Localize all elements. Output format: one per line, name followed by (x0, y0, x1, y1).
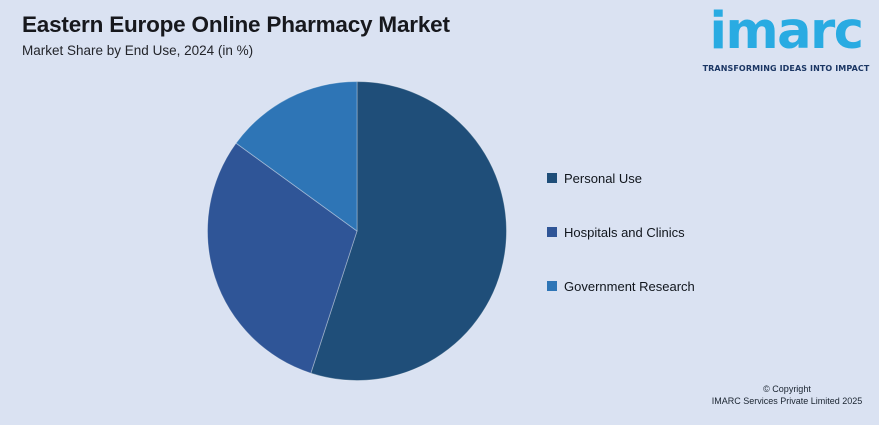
pie-chart (207, 81, 507, 381)
legend-item-government-research: Government Research (547, 278, 695, 294)
legend-marker-government-research (547, 281, 557, 291)
copyright-line-1: © Copyright (763, 384, 811, 394)
chart-header: Eastern Europe Online Pharmacy Market Ma… (22, 12, 450, 58)
legend-item-personal-use: Personal Use (547, 170, 695, 186)
copyright-note: © Copyright IMARC Services Private Limit… (696, 384, 878, 407)
legend-item-hospitals-and-clinics: Hospitals and Clinics (547, 224, 695, 240)
pie-slice-hospitals-and-clinics (207, 142, 358, 374)
legend-label-hospitals-and-clinics: Hospitals and Clinics (564, 224, 685, 240)
chart-legend: Personal Use Hospitals and Clinics Governm… (547, 170, 695, 332)
imarc-logo-tagline: TRANSFORMING IDEAS INTO IMPACT (702, 64, 870, 73)
legend-marker-personal-use (547, 173, 557, 183)
legend-label-government-research: Government Research (564, 278, 695, 294)
copyright-line-2: IMARC Services Private Limited 2025 (711, 395, 863, 406)
page-subtitle: Market Share by End Use, 2024 (in %) (22, 43, 254, 58)
pie-slice-government-research (235, 81, 358, 232)
legend-label-personal-use: Personal Use (564, 170, 643, 186)
imarc-logo-wordmark: imarc (709, 2, 864, 61)
page-title: Eastern Europe Online Pharmacy Market (22, 12, 450, 37)
legend-marker-hospitals-and-clinics (547, 227, 557, 237)
pie-slice-personal-use (310, 81, 507, 381)
imarc-logo: imarc TRANSFORMING IDEAS INTO IMPACT (701, 2, 871, 73)
